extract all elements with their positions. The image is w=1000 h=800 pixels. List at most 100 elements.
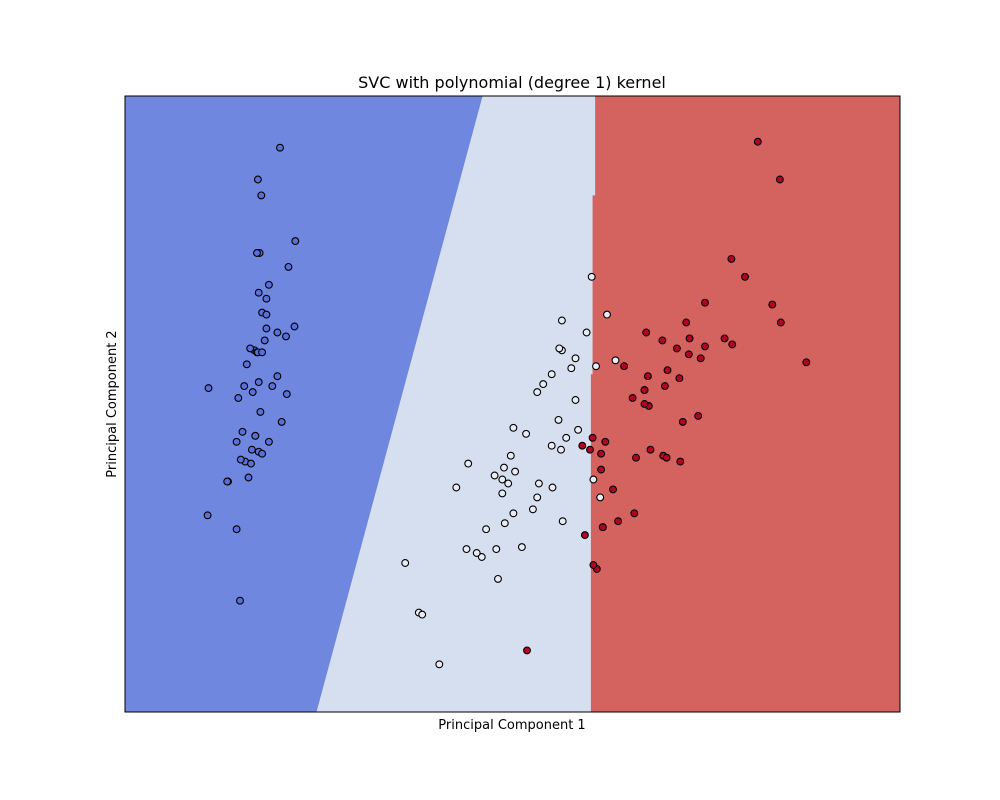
data-point-class-1 [571, 396, 580, 404]
data-point-class-1 [562, 433, 571, 442]
region-class-0 [125, 96, 483, 712]
data-point-class-2 [768, 300, 777, 309]
data-point-class-0 [254, 378, 263, 387]
data-point-class-2 [640, 400, 649, 408]
data-point-class-1 [500, 463, 508, 472]
data-point-class-1 [533, 493, 542, 502]
data-point-class-2 [662, 453, 671, 462]
data-point-class-1 [611, 356, 620, 365]
data-point-class-1 [582, 328, 591, 337]
data-point-class-0 [290, 322, 299, 331]
data-point-class-2 [694, 411, 703, 420]
data-point-class-1 [498, 475, 507, 484]
data-point-class-2 [696, 354, 705, 363]
data-point-class-0 [223, 477, 232, 486]
data-point-class-2 [642, 328, 651, 337]
data-point-class-0 [291, 237, 300, 246]
data-point-class-0 [258, 348, 267, 357]
data-point-class-2 [720, 334, 729, 343]
data-point-class-2 [598, 523, 607, 532]
data-point-class-0 [262, 324, 271, 333]
data-point-class-1 [504, 479, 513, 488]
data-point-class-1 [509, 423, 518, 432]
data-point-class-2 [586, 445, 594, 454]
data-point-class-2 [632, 453, 640, 462]
data-point-class-2 [775, 175, 784, 184]
data-point-class-2 [620, 362, 629, 371]
data-point-class-2 [640, 386, 649, 395]
data-point-class-2 [728, 340, 737, 349]
data-point-class-2 [682, 318, 691, 327]
data-point-class-2 [658, 336, 667, 345]
data-point-class-0 [248, 388, 257, 397]
chart-title: SVC with polynomial (degree 1) kernel [358, 73, 666, 92]
data-point-class-1 [452, 483, 461, 492]
data-point-class-0 [247, 445, 256, 454]
data-point-class-0 [240, 382, 249, 391]
data-point-class-0 [264, 280, 273, 289]
data-point-class-1 [557, 316, 566, 325]
data-point-class-0 [232, 437, 241, 446]
data-point-class-0 [238, 427, 247, 436]
data-point-class-0 [203, 511, 212, 520]
data-point-class-2 [675, 374, 684, 383]
data-point-class-2 [630, 509, 639, 518]
data-point-class-2 [776, 318, 785, 327]
data-point-class-1 [492, 545, 501, 554]
data-point-class-0 [234, 394, 243, 402]
data-point-class-2 [609, 485, 617, 494]
data-point-class-2 [646, 445, 655, 454]
data-point-class-0 [273, 328, 282, 337]
data-point-class-2 [753, 137, 762, 146]
data-point-class-1 [587, 272, 596, 281]
plot-frame [124, 95, 901, 713]
data-point-class-0 [282, 332, 290, 341]
data-point-class-2 [588, 433, 597, 442]
data-point-class-0 [262, 294, 271, 303]
data-point-class-1 [534, 479, 543, 488]
data-point-class-0 [247, 459, 255, 468]
data-point-class-2 [741, 272, 749, 281]
data-point-class-1 [603, 310, 611, 319]
data-point-class-0 [253, 249, 261, 257]
data-point-class-2 [628, 394, 637, 402]
data-point-class-1 [533, 388, 542, 397]
data-point-class-2 [597, 449, 606, 458]
data-point-class-1 [554, 415, 563, 424]
decision-regions [125, 96, 900, 712]
data-point-class-2 [597, 465, 606, 474]
data-point-class-2 [701, 342, 709, 351]
data-point-class-1 [494, 574, 502, 583]
data-point-class-2 [523, 646, 531, 655]
data-point-class-0 [204, 384, 213, 393]
data-point-class-2 [802, 358, 811, 367]
data-point-class-2 [580, 531, 589, 540]
data-point-class-2 [727, 254, 736, 263]
data-point-class-1 [571, 354, 580, 363]
data-point-class-1 [567, 364, 576, 373]
data-point-class-1 [477, 553, 486, 561]
data-point-class-2 [678, 417, 687, 426]
data-point-class-0 [262, 310, 271, 319]
data-point-class-0 [236, 455, 245, 464]
data-point-class-1 [528, 505, 537, 514]
scatter-points [203, 137, 811, 669]
data-point-class-2 [614, 517, 623, 526]
data-point-class-1 [596, 493, 605, 502]
data-point-class-2 [701, 298, 709, 307]
data-point-class-0 [253, 175, 262, 184]
data-point-class-2 [663, 366, 672, 375]
data-point-class-0 [284, 262, 293, 271]
data-point-class-0 [244, 473, 253, 482]
data-point-class-1 [435, 660, 444, 669]
data-point-class-1 [522, 429, 531, 438]
data-point-class-0 [232, 525, 241, 534]
data-point-class-0 [276, 143, 284, 152]
data-point-class-1 [557, 445, 565, 454]
data-point-class-2 [684, 350, 693, 359]
data-point-class-1 [548, 483, 557, 492]
data-point-class-1 [472, 549, 481, 557]
data-point-class-1 [547, 370, 556, 379]
data-point-class-0 [236, 596, 244, 605]
